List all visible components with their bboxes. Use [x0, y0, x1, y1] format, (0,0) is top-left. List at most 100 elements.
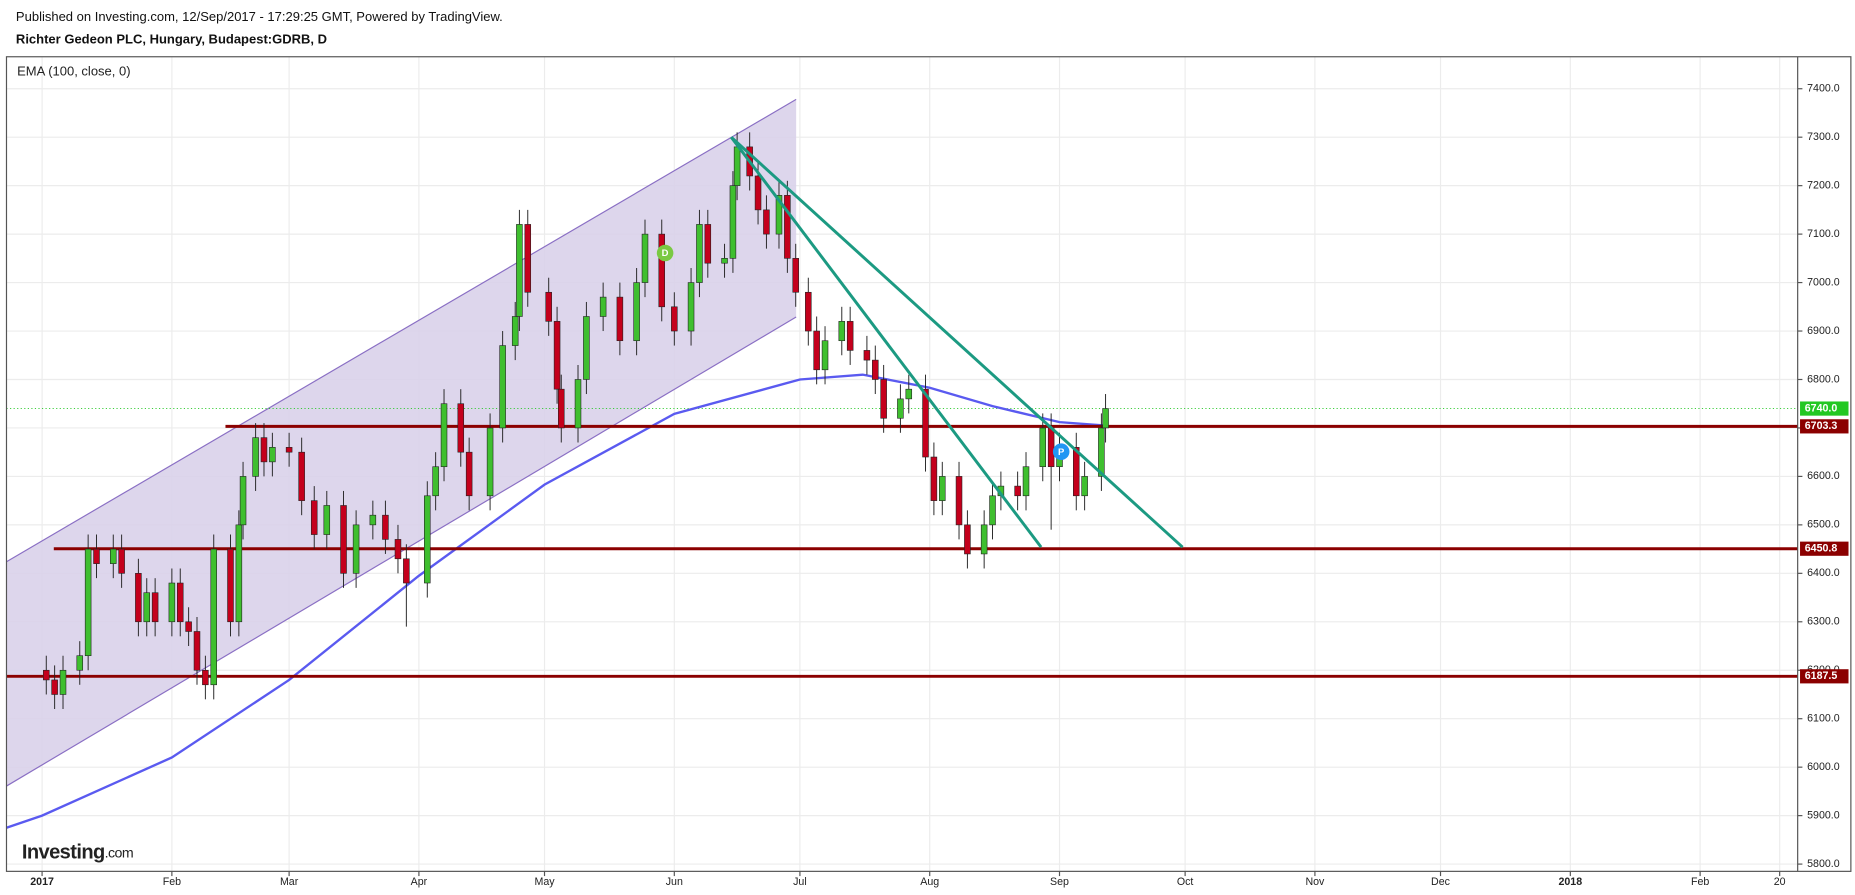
symbol-title: Richter Gedeon PLC, Hungary, Budapest:GD…	[16, 32, 327, 47]
event-marker-label: D	[662, 248, 669, 259]
candle-body	[51, 679, 58, 695]
candle-body	[151, 592, 159, 623]
candle-body	[616, 296, 624, 342]
candle-body	[1073, 447, 1080, 497]
price-tag-label: 6187.5	[1805, 670, 1838, 682]
candle-body	[939, 476, 946, 501]
trend-line	[730, 136, 1184, 549]
candle-body	[729, 185, 737, 259]
candle-body	[1098, 427, 1105, 477]
x-tick-label: Jul	[793, 876, 807, 888]
x-tick-label: Oct	[1177, 876, 1194, 888]
y-tick-label: 5900.0	[1807, 809, 1840, 821]
y-tick-label: 7200.0	[1807, 179, 1840, 191]
logo-suffix: .com	[105, 845, 133, 861]
candle-body	[922, 388, 929, 458]
candle-body	[1102, 408, 1109, 429]
candle-body	[185, 621, 192, 632]
price-tag	[1800, 669, 1849, 684]
candle-body	[553, 321, 561, 390]
candle-body	[43, 669, 50, 681]
candle-body	[558, 388, 565, 429]
candle-body	[863, 350, 871, 361]
candle-body	[813, 330, 820, 371]
candle-body	[202, 669, 209, 686]
candle-body	[897, 398, 904, 419]
candle-body	[880, 379, 887, 419]
x-tick-label: Mar	[280, 876, 299, 888]
candle-body	[658, 233, 666, 308]
y-tick-label: 7300.0	[1807, 131, 1840, 143]
indicator-label: EMA (100, close, 0)	[17, 64, 130, 79]
y-tick-label: 5800.0	[1807, 858, 1840, 870]
candle-body	[227, 548, 234, 623]
price-tag-label: 6740.0	[1805, 402, 1838, 414]
candle-body	[457, 403, 465, 453]
candle-body	[775, 195, 783, 235]
candle-body	[465, 451, 473, 497]
candle-body	[486, 427, 494, 497]
logo: Investing.com	[22, 842, 133, 864]
candle-body	[118, 548, 125, 574]
x-tick-label: 2018	[1558, 876, 1582, 888]
candle-body	[905, 388, 913, 400]
x-tick-label: Feb	[163, 876, 181, 888]
x-tick-label: Apr	[411, 876, 428, 888]
candle-body	[545, 291, 552, 322]
candle-body	[980, 524, 988, 555]
event-marker-label: P	[1058, 447, 1064, 458]
y-tick-label: 7400.0	[1807, 83, 1840, 95]
x-tick-label: May	[534, 876, 555, 888]
candle-body	[641, 233, 649, 283]
price-tag	[1800, 541, 1849, 556]
candle-body	[805, 291, 812, 332]
candle-body	[821, 340, 829, 371]
frame	[5, 56, 1852, 872]
event-marker	[656, 244, 674, 262]
x-tick-label: Aug	[920, 876, 939, 888]
candle-body	[298, 451, 305, 501]
candle-body	[671, 306, 678, 332]
candle-body	[176, 582, 184, 623]
y-tick-label: 6800.0	[1807, 373, 1840, 385]
candle-body	[1081, 476, 1088, 497]
x-tick-label: Feb	[1691, 876, 1709, 888]
candle-body	[235, 524, 243, 623]
plot-area: 2017 Feb Mar Apr May Jun Jul Aug Sep Oct Nov Dec 201…	[6, 56, 1840, 888]
candle-body	[403, 558, 410, 584]
candle-body	[1014, 485, 1021, 497]
candle-body	[754, 175, 762, 211]
candle-body	[583, 316, 590, 380]
candle-body	[872, 359, 879, 380]
candle-body	[1047, 427, 1055, 468]
candle-body	[499, 345, 506, 429]
candle-body	[687, 282, 695, 332]
candle-body	[784, 195, 791, 259]
candle-body	[846, 321, 854, 351]
candle-body	[1039, 427, 1047, 468]
candle-body	[792, 258, 799, 293]
y-tick-label: 6600.0	[1807, 470, 1840, 482]
candle-body	[511, 316, 519, 346]
candle-body	[285, 447, 293, 453]
candle-body	[574, 379, 582, 429]
candle-body	[696, 224, 703, 283]
candle-body	[352, 524, 360, 574]
candle-body	[110, 548, 117, 564]
candle-body	[135, 573, 142, 623]
candle-body	[252, 437, 259, 477]
candle-body	[1022, 466, 1030, 497]
candle-body	[838, 321, 846, 342]
y-tick-label: 7100.0	[1807, 228, 1840, 240]
candle-body	[989, 495, 996, 526]
event-marker	[1052, 443, 1070, 460]
y-tick-label: 6300.0	[1807, 616, 1840, 628]
channel-lower	[6, 316, 797, 787]
y-tick-label: 6400.0	[1807, 567, 1840, 579]
candle-body	[516, 224, 523, 317]
x-tick-label: Nov	[1305, 876, 1325, 888]
candle-body	[143, 592, 151, 623]
y-tick-label: 6500.0	[1807, 519, 1840, 531]
